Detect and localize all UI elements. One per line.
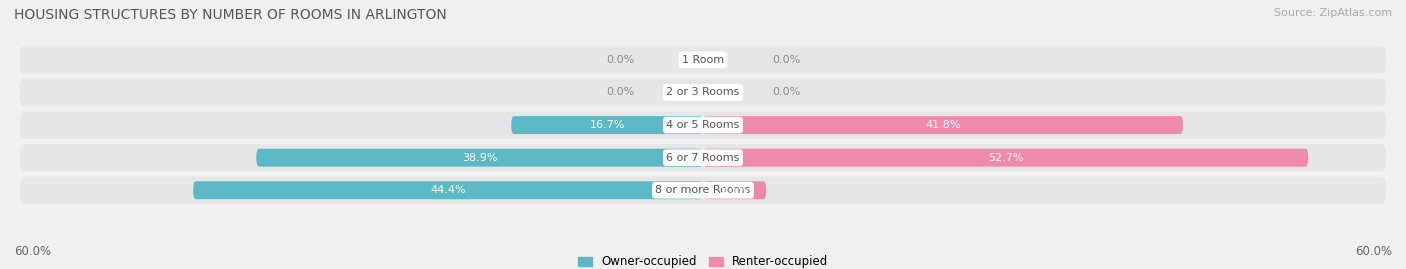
Text: 16.7%: 16.7% (589, 120, 624, 130)
Text: 2 or 3 Rooms: 2 or 3 Rooms (666, 87, 740, 97)
Text: 0.0%: 0.0% (772, 87, 800, 97)
Text: 44.4%: 44.4% (430, 185, 465, 195)
FancyBboxPatch shape (256, 149, 703, 167)
Text: 1 Room: 1 Room (682, 55, 724, 65)
Legend: Owner-occupied, Renter-occupied: Owner-occupied, Renter-occupied (578, 255, 828, 268)
Text: 0.0%: 0.0% (606, 55, 634, 65)
Text: 38.9%: 38.9% (463, 153, 498, 163)
FancyBboxPatch shape (20, 79, 1386, 106)
Text: 6 or 7 Rooms: 6 or 7 Rooms (666, 153, 740, 163)
Text: 60.0%: 60.0% (14, 245, 51, 258)
Text: HOUSING STRUCTURES BY NUMBER OF ROOMS IN ARLINGTON: HOUSING STRUCTURES BY NUMBER OF ROOMS IN… (14, 8, 447, 22)
Text: Source: ZipAtlas.com: Source: ZipAtlas.com (1274, 8, 1392, 18)
FancyBboxPatch shape (193, 181, 703, 199)
FancyBboxPatch shape (703, 181, 766, 199)
Text: 8 or more Rooms: 8 or more Rooms (655, 185, 751, 195)
FancyBboxPatch shape (512, 116, 703, 134)
FancyBboxPatch shape (20, 46, 1386, 73)
Text: 4 or 5 Rooms: 4 or 5 Rooms (666, 120, 740, 130)
Text: 60.0%: 60.0% (1355, 245, 1392, 258)
FancyBboxPatch shape (703, 149, 1308, 167)
Text: 0.0%: 0.0% (606, 87, 634, 97)
Text: 0.0%: 0.0% (772, 55, 800, 65)
FancyBboxPatch shape (20, 144, 1386, 171)
Text: 5.5%: 5.5% (720, 185, 749, 195)
FancyBboxPatch shape (703, 116, 1182, 134)
Text: 41.8%: 41.8% (925, 120, 960, 130)
FancyBboxPatch shape (20, 112, 1386, 139)
FancyBboxPatch shape (20, 177, 1386, 204)
Text: 52.7%: 52.7% (988, 153, 1024, 163)
